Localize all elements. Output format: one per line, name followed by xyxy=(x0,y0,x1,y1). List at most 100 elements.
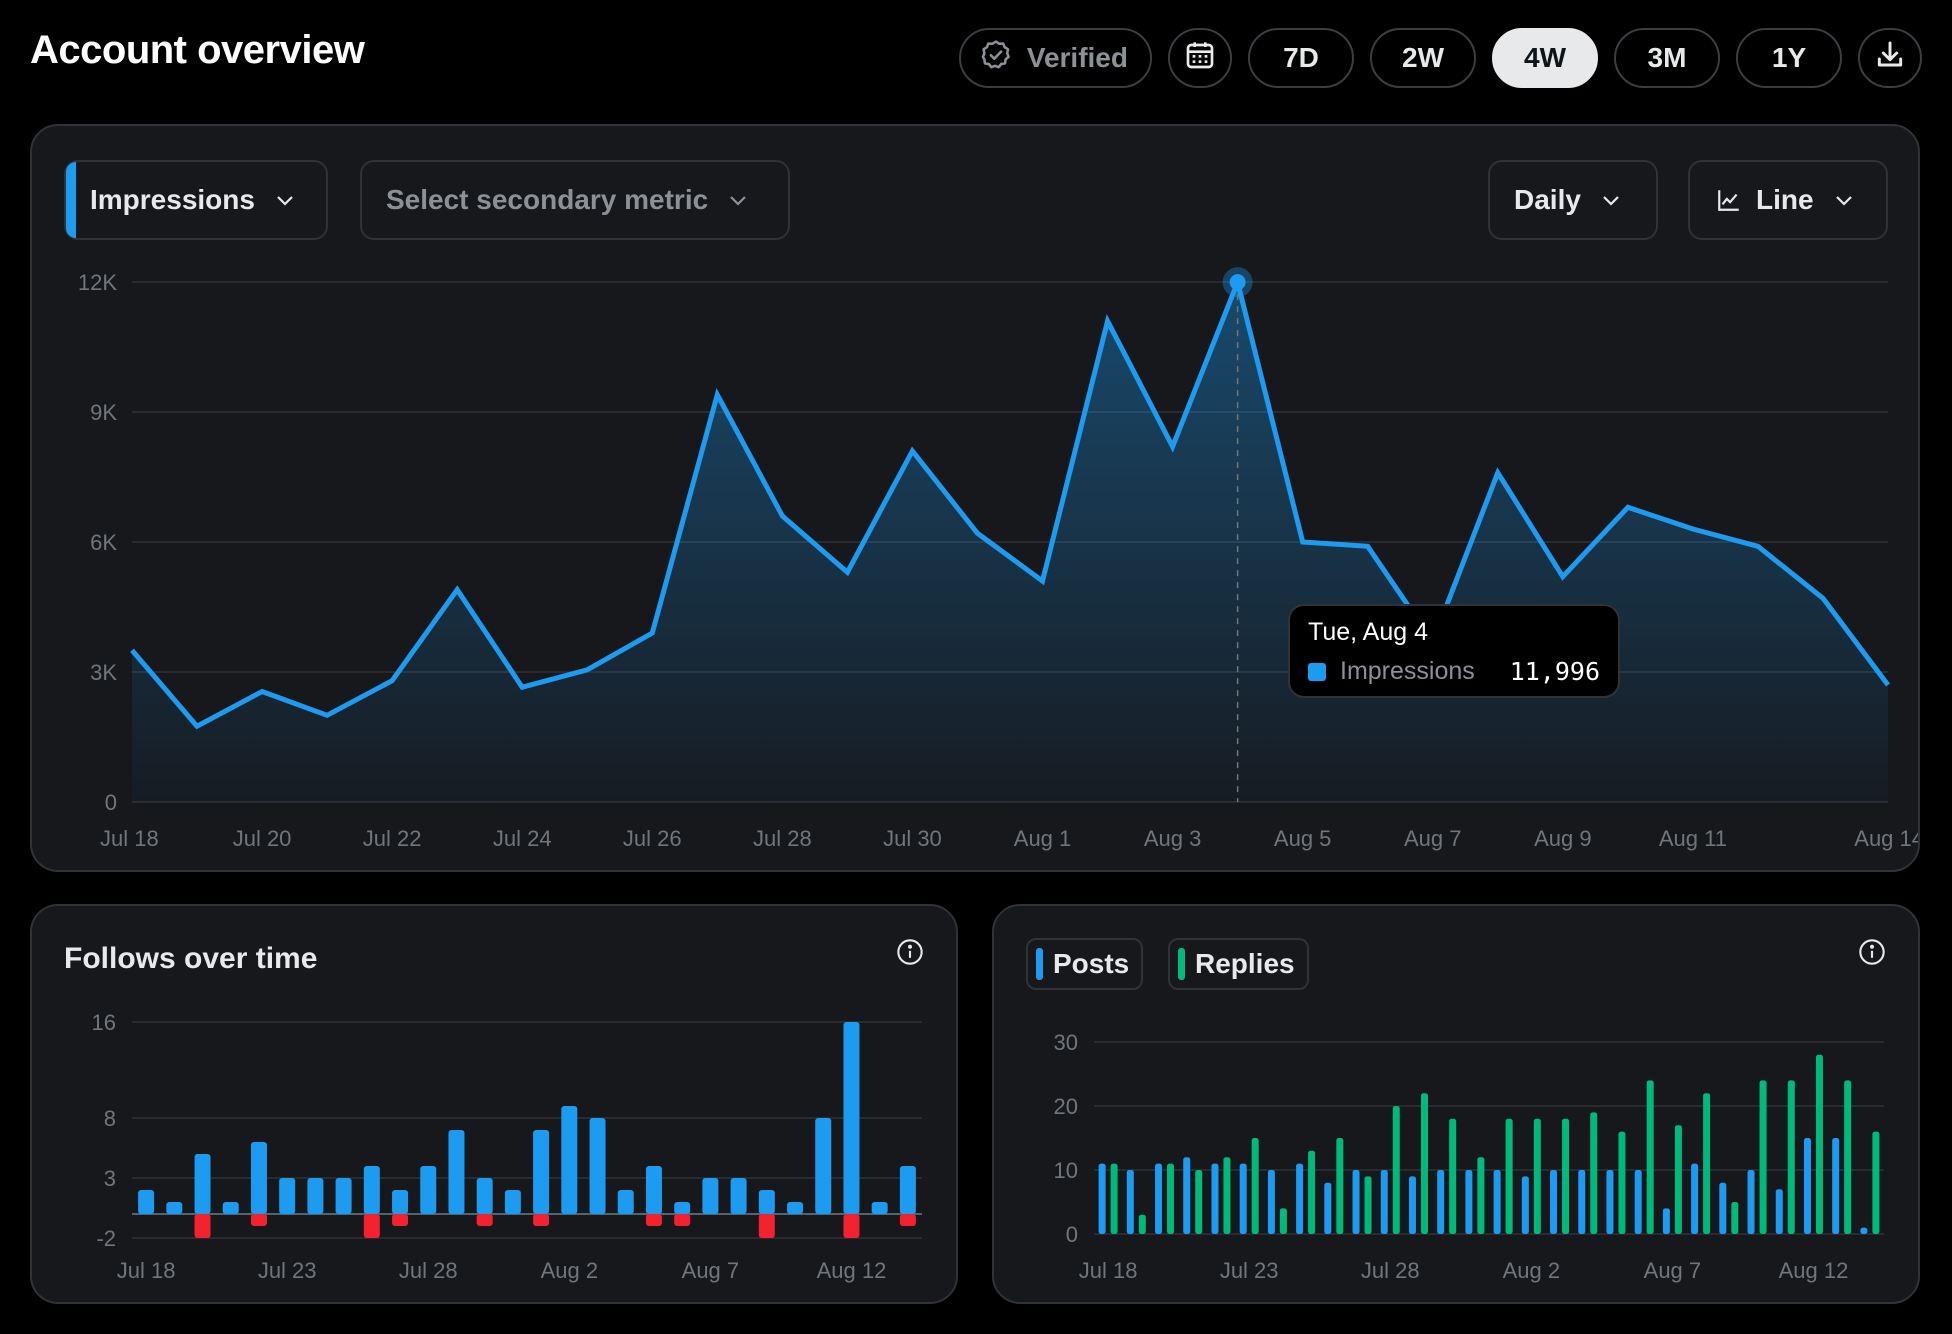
primary-metric-dropdown[interactable]: Impressions xyxy=(64,160,328,240)
tooltip-series-label: Impressions xyxy=(1340,657,1475,685)
x-tick-label: Jul 22 xyxy=(363,826,422,851)
range-7d-button[interactable]: 7D xyxy=(1248,28,1354,88)
impressions-chart[interactable]: 12K 9K 6K 3K 0 Jul 18 Jul 20 Jul 22 Jul 24 Jul 26… xyxy=(32,126,1918,870)
verified-badge-icon xyxy=(979,38,1013,79)
data-point xyxy=(258,688,266,696)
data-point xyxy=(908,447,916,455)
x-tick-label: Aug 14 xyxy=(1854,826,1918,851)
x-tick-label: Aug 12 xyxy=(817,1258,887,1283)
posts-bar xyxy=(1691,1163,1699,1234)
follow-bar xyxy=(645,1166,662,1214)
unfollow-bar xyxy=(899,1214,916,1226)
y-tick-label: 8 xyxy=(104,1106,116,1131)
range-1y-button[interactable]: 1Y xyxy=(1736,28,1842,88)
info-icon[interactable] xyxy=(1858,938,1886,971)
chart-tooltip: Tue, Aug 4 Impressions 11,996 xyxy=(1288,604,1620,698)
posts-bar xyxy=(1098,1163,1106,1234)
range-2w-button[interactable]: 2W xyxy=(1370,28,1476,88)
data-point xyxy=(1494,469,1502,477)
posts-bar xyxy=(1296,1163,1304,1234)
posts-bar xyxy=(1550,1170,1558,1234)
y-tick-label: 6K xyxy=(90,530,117,555)
replies-legend-chip[interactable]: Replies xyxy=(1168,938,1309,990)
replies-bar xyxy=(1336,1138,1344,1234)
chevron-down-icon xyxy=(1599,188,1623,212)
x-tick-label: Jul 18 xyxy=(117,1258,176,1283)
posts-bar xyxy=(1493,1170,1501,1234)
posts-bar xyxy=(1832,1138,1840,1234)
posts-bar xyxy=(1775,1189,1783,1234)
x-tick-label: Jul 26 xyxy=(623,826,682,851)
replies-bar xyxy=(1731,1202,1739,1234)
follow-bar xyxy=(476,1178,493,1214)
replies-bar xyxy=(1449,1118,1457,1234)
calendar-button[interactable] xyxy=(1168,28,1232,88)
x-tick-label: Jul 28 xyxy=(1361,1258,1420,1283)
chart-type-dropdown[interactable]: Line xyxy=(1688,160,1888,240)
posts-bar xyxy=(1126,1170,1134,1234)
verified-label: Verified xyxy=(1026,42,1128,73)
follow-bar xyxy=(871,1202,888,1214)
y-tick-label: 3K xyxy=(90,660,117,685)
posts-bar xyxy=(1408,1176,1416,1234)
x-tick-label: Aug 1 xyxy=(1014,826,1072,851)
data-point xyxy=(973,529,981,537)
follows-panel: Follows over time 16 8 3 -2 Jul 18 Jul 23 Jul … xyxy=(30,904,958,1304)
impressions-panel: Impressions Select secondary metric Dail… xyxy=(30,124,1920,872)
posts-bar xyxy=(1211,1163,1219,1234)
y-tick-label: 3 xyxy=(104,1166,116,1191)
data-point xyxy=(1169,443,1177,451)
primary-metric-color-bar xyxy=(66,162,76,238)
follow-bar xyxy=(448,1130,465,1214)
interval-dropdown[interactable]: Daily xyxy=(1488,160,1658,240)
x-tick-label: Jul 18 xyxy=(1079,1258,1138,1283)
follow-bar xyxy=(758,1190,775,1214)
follow-bar xyxy=(222,1202,239,1214)
follow-bar xyxy=(787,1202,804,1214)
unfollow-bar xyxy=(843,1214,860,1238)
posts-bar xyxy=(1719,1182,1727,1234)
x-tick-label: Aug 12 xyxy=(1779,1258,1849,1283)
posts-bar xyxy=(1155,1163,1163,1234)
data-point xyxy=(1754,542,1762,550)
replies-bar xyxy=(1392,1106,1400,1234)
replies-bar xyxy=(1420,1093,1428,1234)
replies-bar xyxy=(1138,1214,1146,1234)
top-controls: Verified 7D 2W 4W 3M 1Y xyxy=(958,28,1922,88)
replies-bar xyxy=(1872,1131,1880,1234)
data-point xyxy=(583,666,591,674)
secondary-metric-dropdown[interactable]: Select secondary metric xyxy=(360,160,790,240)
replies-bar xyxy=(1364,1176,1372,1234)
data-point xyxy=(1559,573,1567,581)
y-tick-label: 10 xyxy=(1054,1158,1078,1183)
posts-bar xyxy=(1183,1157,1191,1234)
replies-bar xyxy=(1167,1163,1175,1234)
download-button[interactable] xyxy=(1858,28,1922,88)
data-point xyxy=(323,711,331,719)
range-4w-button[interactable]: 4W xyxy=(1492,28,1598,88)
y-tick-label: 0 xyxy=(105,790,117,815)
x-tick-label: Jul 30 xyxy=(883,826,942,851)
follow-bar xyxy=(674,1202,691,1214)
interval-label: Daily xyxy=(1514,184,1581,215)
follow-bar xyxy=(420,1166,437,1214)
posts-legend-chip[interactable]: Posts xyxy=(1026,938,1144,990)
range-3m-button[interactable]: 3M xyxy=(1614,28,1720,88)
tooltip-date: Tue, Aug 4 xyxy=(1308,618,1428,646)
calendar-icon xyxy=(1184,39,1216,78)
x-tick-label: Aug 5 xyxy=(1274,826,1332,851)
page-title: Account overview xyxy=(30,28,365,72)
posts-bar xyxy=(1239,1163,1247,1234)
follow-bar xyxy=(899,1166,916,1214)
replies-bar xyxy=(1477,1157,1485,1234)
replies-legend-label: Replies xyxy=(1195,948,1295,979)
replies-bar xyxy=(1562,1118,1570,1234)
verified-badge[interactable]: Verified xyxy=(958,28,1152,88)
follow-bar xyxy=(279,1178,296,1214)
follow-bar xyxy=(166,1202,183,1214)
posts-bar xyxy=(1465,1170,1473,1234)
follow-bar xyxy=(335,1178,352,1214)
info-icon[interactable] xyxy=(896,938,924,971)
